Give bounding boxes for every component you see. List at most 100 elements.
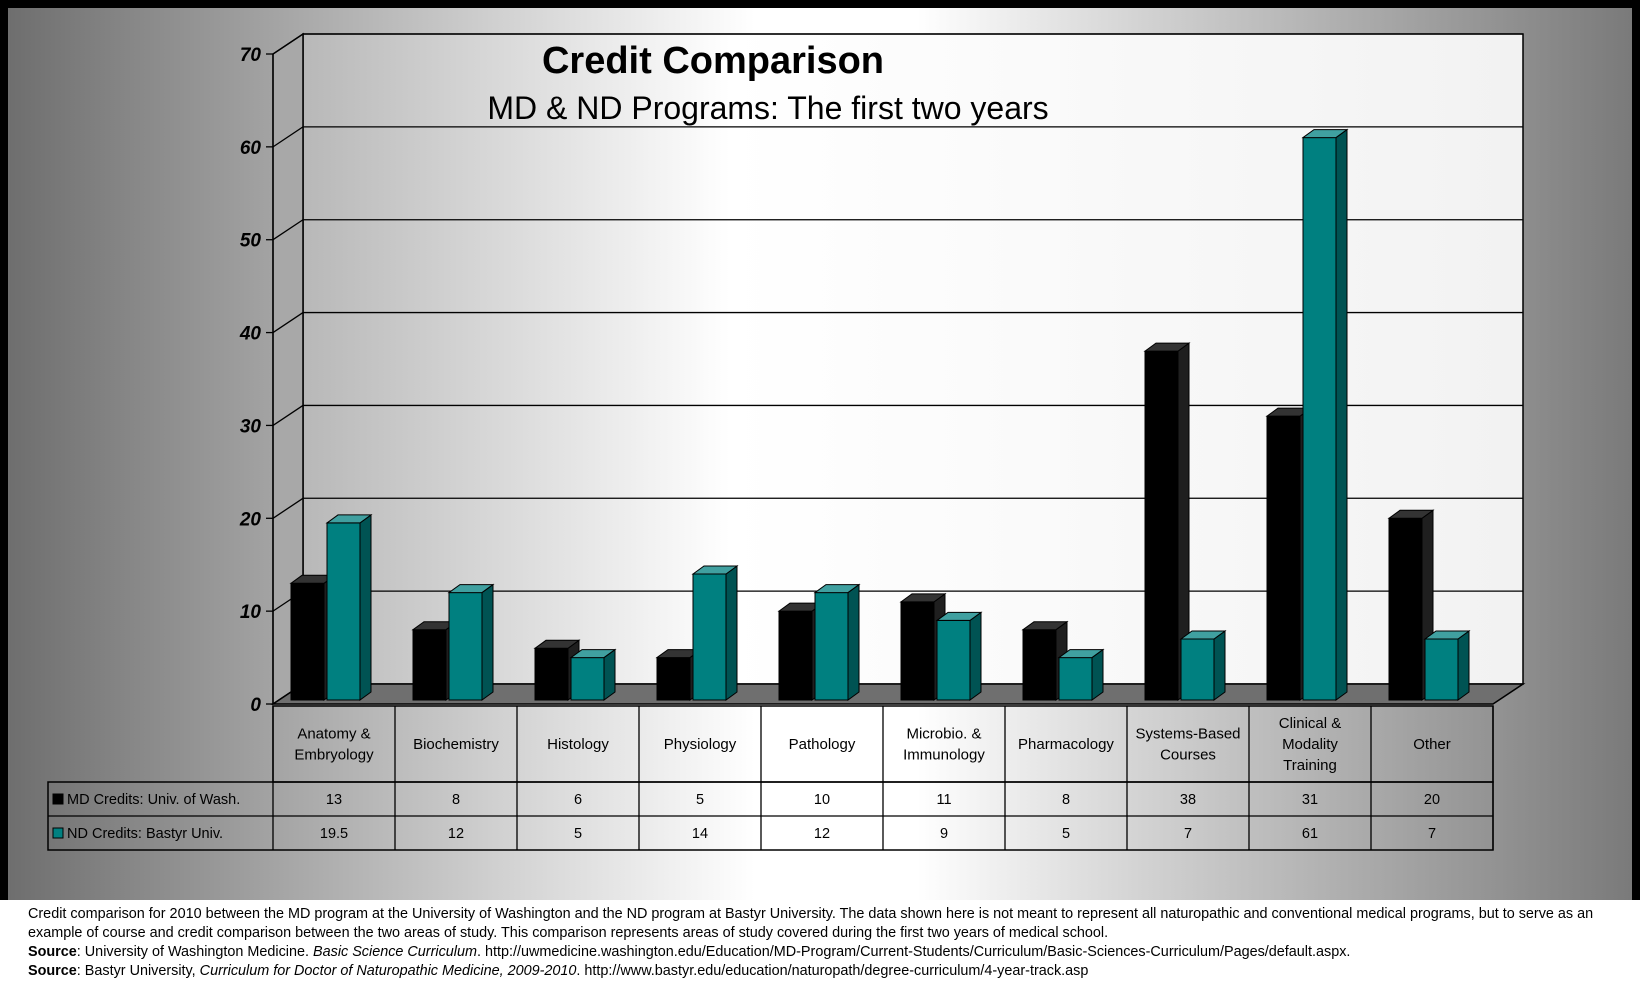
legend-swatch [52, 827, 64, 839]
bar-side [481, 583, 494, 701]
y-tick-label: 10 [240, 602, 262, 623]
data-table-value: 7 [1428, 826, 1436, 842]
bar [447, 583, 495, 701]
caption-source-1: Source: University of Washington Medicin… [28, 943, 1628, 962]
bar-top [569, 649, 617, 659]
bar-side [1091, 648, 1104, 701]
bar-top [325, 514, 373, 524]
gridline [272, 311, 1523, 334]
data-table-value: 14 [692, 826, 708, 842]
category-label: Pharmacology [1018, 736, 1114, 753]
bar-top [899, 593, 947, 603]
bar-front [1388, 517, 1423, 701]
bar [325, 513, 373, 701]
category-label: Modality [1282, 736, 1338, 753]
chart-panel: 0 10 20 30 40 50 60 70 Anatomy & Embryology Bioche… [8, 8, 1632, 900]
bar-side [969, 611, 982, 701]
source-1-pre: : University of Washington Medicine. [76, 944, 314, 960]
chart-title: Credit Comparison [541, 40, 885, 82]
data-table-value: 6 [574, 792, 582, 808]
bar-front [448, 592, 483, 701]
category-label: Pathology [789, 736, 856, 753]
bar [691, 565, 739, 701]
data-table-value: 8 [452, 792, 460, 808]
bar [1423, 630, 1471, 701]
data-table-value: 20 [1424, 792, 1440, 808]
bar-side [603, 648, 616, 701]
bar-top [1057, 649, 1105, 659]
y-tick-label: 60 [240, 138, 262, 159]
data-table-value: 19.5 [320, 826, 348, 842]
source-2-url: . http://www.bastyr.edu/education/naturo… [576, 963, 1089, 979]
bar-side [1335, 128, 1348, 701]
y-tick-label: 0 [250, 695, 261, 716]
bar-side [725, 565, 738, 701]
bar-top [691, 565, 739, 575]
source-2-label: Source [28, 963, 77, 979]
bar [1179, 630, 1227, 701]
data-table-value: 38 [1180, 792, 1196, 808]
gridline [272, 404, 1523, 426]
bar-top [935, 611, 983, 621]
category-label: Systems-Based [1135, 726, 1240, 743]
data-table-value: 5 [574, 826, 582, 842]
category-label: Training [1283, 757, 1337, 774]
bar [1057, 648, 1105, 701]
category-label: Anatomy & [297, 726, 370, 743]
bar-front [1302, 137, 1337, 701]
chart-svg: 0 10 20 30 40 50 60 70 Anatomy & Embryology Bioche… [47, 32, 1526, 851]
bar-front [900, 601, 935, 701]
category-label: Immunology [903, 747, 985, 764]
category-label: Other [1413, 736, 1451, 753]
data-table-value: 5 [696, 792, 704, 808]
bar-side [359, 513, 372, 701]
bar [1301, 128, 1349, 701]
data-table-value: 8 [1062, 792, 1070, 808]
category-label: Physiology [664, 736, 737, 753]
data-table-value: 13 [326, 792, 342, 808]
data-table-value: 12 [814, 826, 830, 842]
data-table-value: 11 [936, 792, 951, 808]
legend-label: MD Credits: Univ. of Wash. [67, 792, 240, 808]
bar-top [1143, 342, 1191, 352]
bar [813, 583, 861, 701]
bar-front [412, 629, 447, 701]
y-tick-label: 30 [240, 416, 262, 437]
chart-subtitle: MD & ND Programs: The first two years [487, 90, 1049, 126]
data-table-value: 5 [1062, 826, 1070, 842]
data-table-value: 7 [1184, 826, 1192, 842]
bar-top [533, 639, 581, 649]
data-table-value: 31 [1302, 792, 1318, 808]
data-table-value: 12 [448, 826, 464, 842]
bar [1143, 342, 1191, 701]
bar-top [447, 584, 495, 594]
bar-top [813, 584, 861, 594]
bar-top [1423, 630, 1471, 640]
source-1-label: Source [28, 944, 77, 960]
category-label: Histology [547, 736, 609, 753]
bar-side [1213, 630, 1226, 701]
bar-front [1058, 657, 1093, 701]
y-tick-label: 20 [239, 509, 262, 530]
data-table-value: 9 [940, 826, 948, 842]
bar-front [570, 657, 605, 701]
legend-label: ND Credits: Bastyr Univ. [67, 826, 223, 842]
category-label: Microbio. & [906, 726, 981, 743]
bar-front [1022, 629, 1057, 701]
gridline [272, 497, 1523, 519]
legend-swatch [52, 793, 64, 805]
caption-text: Credit comparison for 2010 between the M… [28, 906, 1594, 941]
bar-front [656, 657, 691, 701]
bar-front [814, 592, 849, 701]
bar [569, 648, 617, 701]
bar-side [847, 583, 860, 701]
category-label: Embryology [294, 747, 374, 764]
bar-front [290, 582, 325, 701]
bar [935, 611, 983, 701]
bar-front [326, 522, 361, 701]
figure-caption: Credit comparison for 2010 between the M… [28, 905, 1628, 981]
y-tick-label: 70 [240, 45, 262, 66]
bar-top [1387, 509, 1435, 519]
bar-front [1144, 350, 1179, 701]
y-tick-label: 50 [240, 231, 262, 252]
